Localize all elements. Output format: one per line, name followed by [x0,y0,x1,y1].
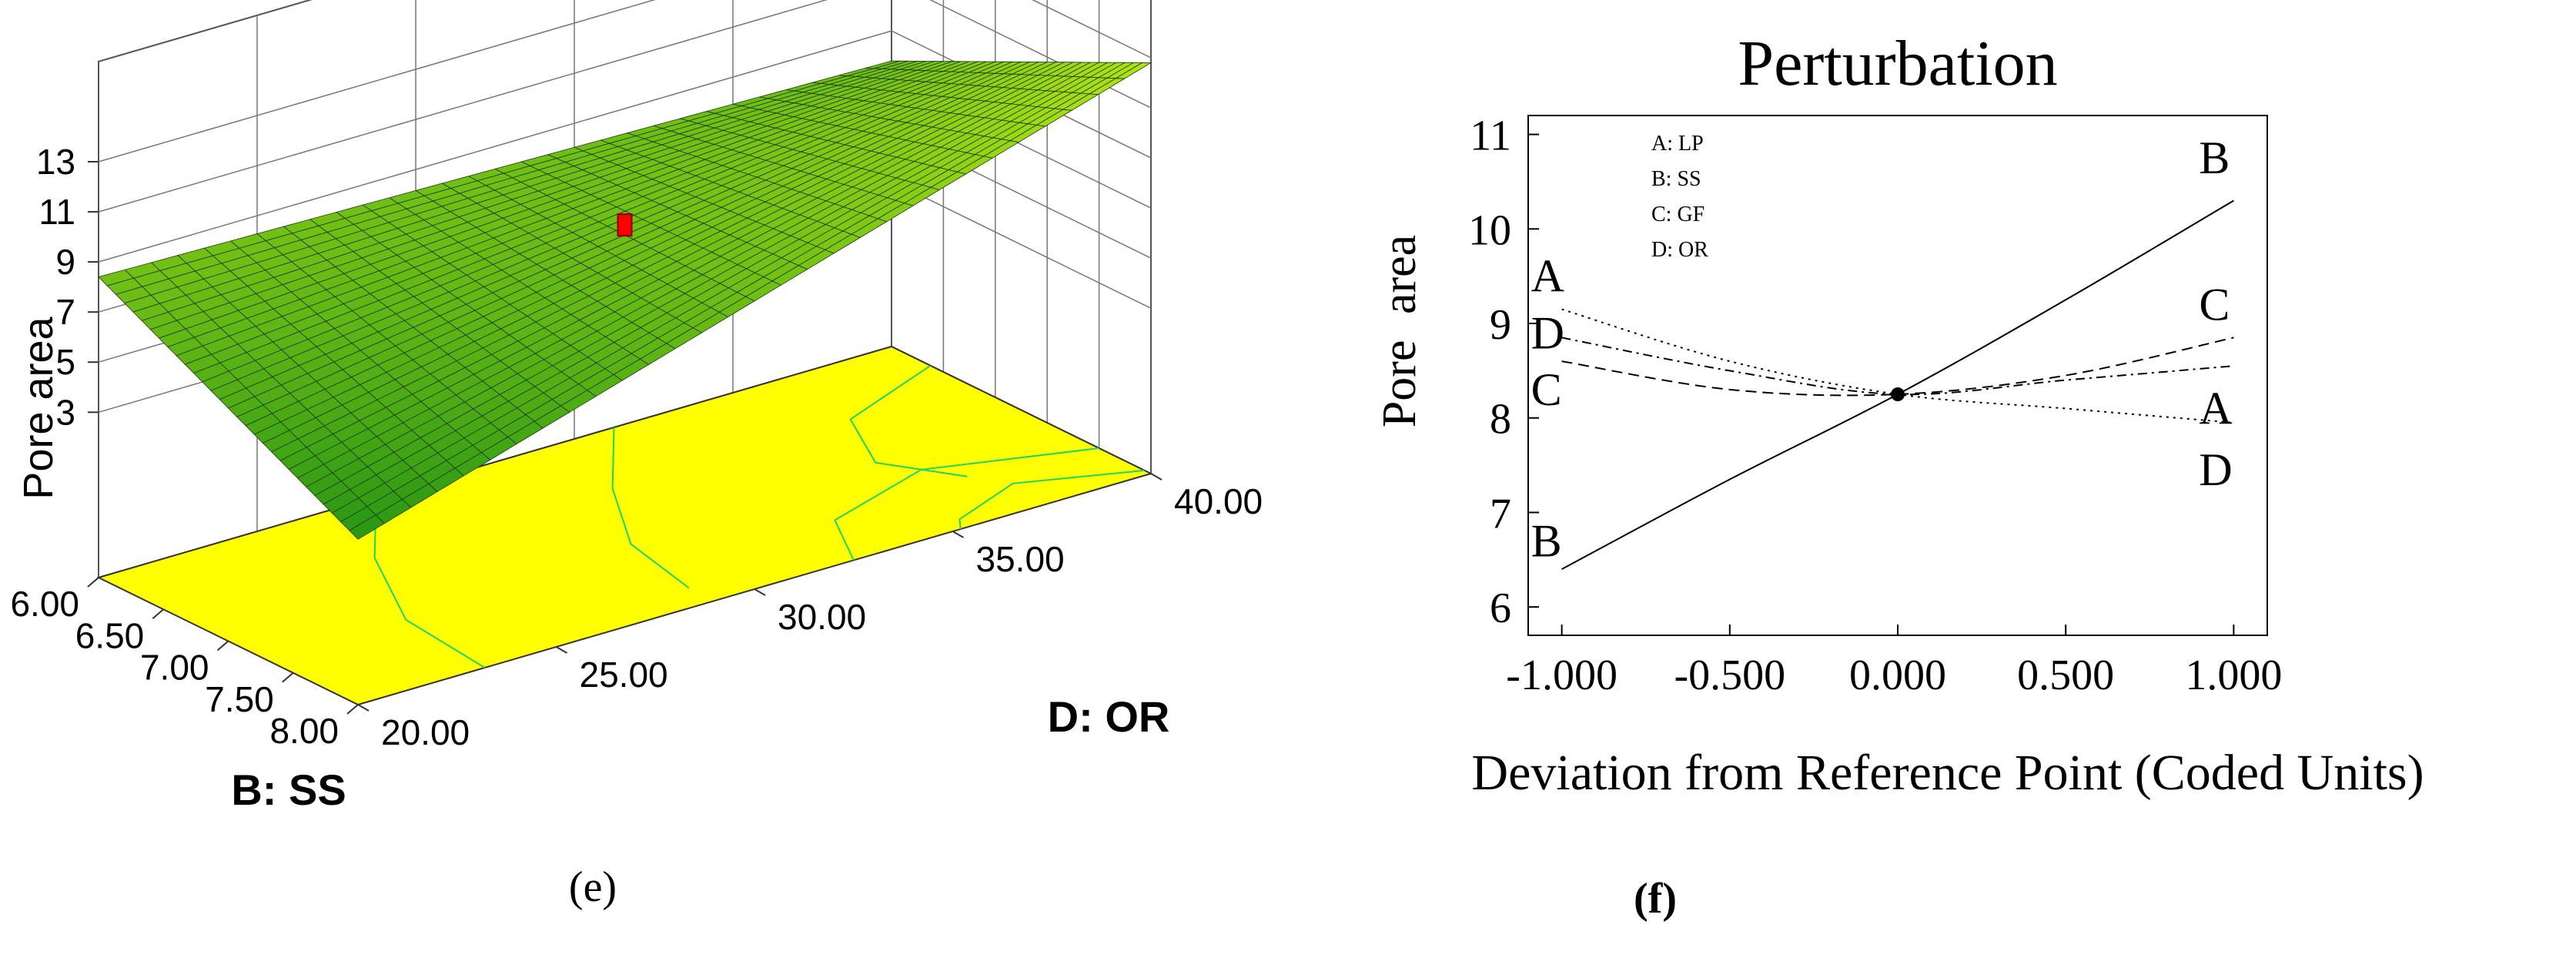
y-tick-label: 20.00 [381,712,470,752]
legend-entry: B: SS [1651,167,1701,191]
series-line-c [1561,337,2234,397]
contour-line [958,469,1145,530]
plot-area-frame [1527,115,2268,636]
wall-grid-line [98,0,1152,162]
contour-line [834,447,1099,561]
series-start-label-a: A [1531,251,1564,302]
y-tick-label: 40.00 [1174,481,1263,521]
perturbation-plot-panel: Perturbation 6 7 8 9 10 11 -1.000 -0.500 0.000 0… [1373,28,2424,923]
panel-label-f: (f) [1634,875,1677,923]
x-tick-label: 6.00 [10,584,79,624]
y-tick-label: 30.00 [778,597,866,637]
x-tick-mark [346,704,359,715]
x-tick-label: 6.50 [75,615,145,655]
series-end-label-c: C [2199,279,2230,330]
x-tick-label: -0.500 [1674,652,1785,699]
y-tick-label: 6 [1490,585,1511,632]
surface-facet [349,514,385,540]
series-line-d [1561,337,2234,396]
response-surface [98,60,1153,540]
y-tick-mark [556,646,567,654]
legend: A: LP B: SS C: GF D: OR [1651,132,1708,262]
x-tick-label: 7.00 [140,648,209,688]
series-end-label-d: D [2199,444,2232,495]
x-tick-mark [282,672,294,683]
y-tick-mark [1150,473,1163,481]
x-tick-mark [87,577,99,588]
legend-entry: C: GF [1651,203,1705,226]
x-tick-label: 0.500 [2017,652,2114,699]
surface-axis-ticks: 3 5 7 9 11 13 6.006.507.007.508.00 20.00 25.00 30… [10,142,1263,752]
x-tick-label: -1.000 [1506,652,1618,699]
x-tick-label: 7.50 [205,679,274,719]
x-axis-label-ss: B: SS [231,765,346,814]
x-tick-mark [216,640,229,652]
y-tick-label: 9 [1490,301,1511,349]
contour-line [849,364,968,477]
x-tick-label: 1.000 [2185,652,2282,699]
y-tick-mark [952,531,964,538]
legend-entry: D: OR [1651,238,1708,262]
series-end-label-b: B [2199,132,2230,183]
z-axis-label: Pore area [15,316,62,499]
series-line-a [1561,308,2234,424]
z-tick-label: 7 [55,292,75,332]
wall-grid-line [98,30,1152,263]
y-axis-label-or: D: OR [1048,692,1170,741]
y-axis-label: Pore area [1373,235,1426,427]
y-axis-ticks: 6 7 8 9 10 11 [1468,112,1539,632]
reference-point [1891,387,1905,402]
x-tick-label: 8.00 [269,711,339,751]
design-point [617,213,633,237]
y-tick-label: 10 [1468,206,1511,254]
series-start-label-d: D [1531,307,1564,358]
contour-floor [96,345,1153,706]
y-tick-label: 11 [1470,112,1511,160]
z-tick-label: 5 [55,342,75,382]
y-tick-label: 25.00 [580,655,668,695]
surface-plot-panel: 3 5 7 9 11 13 6.006.507.007.508.00 20.00 25.00 30… [10,0,1263,911]
series-end-label-a: A [2199,383,2232,434]
z-tick-label: 13 [36,142,75,182]
x-axis-ticks: -1.000 -0.500 0.000 0.500 1.000 [1506,625,2282,699]
z-tick-label: 11 [38,192,75,232]
x-axis-label: Deviation from Reference Point (Coded Un… [1471,745,2424,801]
y-tick-label: 7 [1490,490,1511,538]
z-tick-label: 3 [55,392,75,432]
y-tick-label: 35.00 [976,539,1065,579]
series-start-label-c: C [1531,364,1562,415]
legend-entry: A: LP [1651,132,1704,156]
x-tick-label: 0.000 [1849,652,1946,699]
y-tick-mark [357,704,370,712]
design-point-marker [617,213,633,237]
chart-title: Perturbation [1738,28,2057,99]
series-start-label-b: B [1531,515,1562,566]
panel-label-e: (e) [569,863,617,911]
contour-line [611,427,690,589]
y-tick-label: 8 [1490,396,1511,444]
x-tick-mark [152,608,164,620]
z-tick-label: 9 [55,242,75,282]
y-tick-mark [754,588,766,596]
